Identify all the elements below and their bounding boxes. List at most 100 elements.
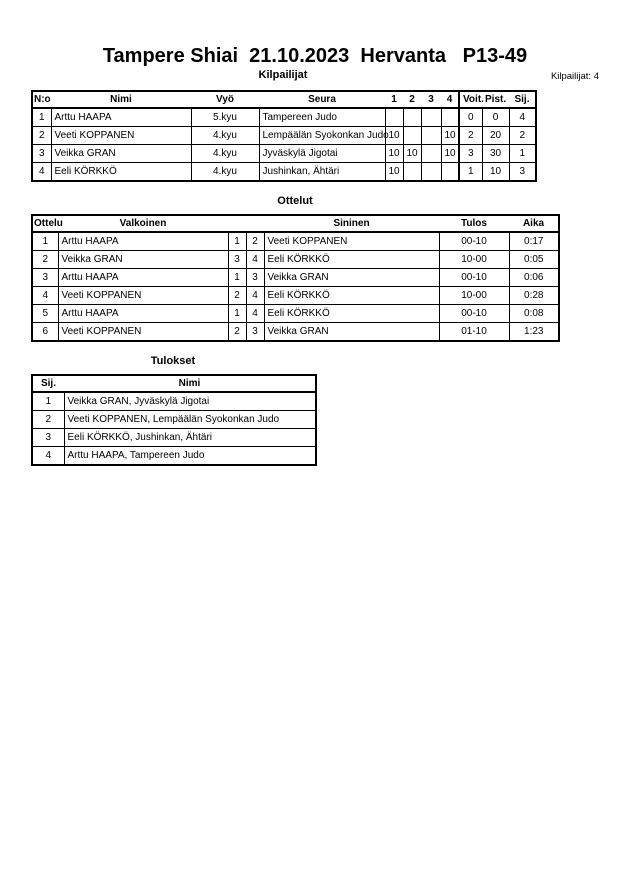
time-cell: 0:05 <box>508 250 560 269</box>
column-header-points: Pist. <box>482 91 509 109</box>
score-2-cell <box>402 107 422 127</box>
white-number-cell: 2 <box>227 286 247 305</box>
wins-cell: 0 <box>458 107 483 127</box>
table-row: 2 Veeti KOPPANEN, Lempäälän Syokonkan Jud… <box>31 410 317 429</box>
table-row: 3 Eeli KÖRKKÖ, Jushinkan, Ähtäri <box>31 428 317 447</box>
blue-number-cell: 4 <box>245 250 265 269</box>
rank-cell: 4 <box>31 446 65 466</box>
score-1-cell <box>384 107 404 127</box>
name-cell: Veikka GRAN <box>50 144 192 163</box>
blue-number-cell: 4 <box>245 304 265 323</box>
blue-number-cell: 3 <box>245 322 265 342</box>
score-4-cell: 10 <box>440 126 460 145</box>
name-cell: Veeti KOPPANEN, Lempäälän Syokonkan Judo <box>63 410 317 429</box>
white-number-cell: 1 <box>227 304 247 323</box>
column-header-rank: Sij. <box>509 91 536 109</box>
score-2-cell: 10 <box>402 144 422 163</box>
time-cell: 0:08 <box>508 304 560 323</box>
results-table: Sij. Nimi 1 Veikka GRAN, Jyväskylä Jigotai 2… <box>31 374 317 466</box>
match-number-cell: 3 <box>31 268 59 287</box>
belt-cell: 4.kyu <box>190 126 260 145</box>
time-cell: 0:28 <box>508 286 560 305</box>
score-4-cell <box>440 107 460 127</box>
competitors-heading: Kilpailijat <box>258 69 308 81</box>
table-row: 1 Arttu HAAPA 5.kyu Tampereen Judo 0 0 4 <box>31 107 537 127</box>
time-cell: 1:23 <box>508 322 560 342</box>
score-2-cell <box>402 126 422 145</box>
blue-number-cell: 2 <box>245 231 265 251</box>
column-header-score-1: 1 <box>385 91 403 109</box>
competitor-count: Kilpailijat: 4 <box>550 71 599 82</box>
name-cell: Eeli KÖRKKÖ <box>50 162 192 182</box>
match-number-cell: 5 <box>31 304 59 323</box>
table-row: 4 Eeli KÖRKKÖ 4.kyu Jushinkan, Ähtäri 10 1 10 3 <box>31 162 537 182</box>
rank-cell: 3 <box>508 162 537 182</box>
match-number-cell: 6 <box>31 322 59 342</box>
match-number-cell: 1 <box>31 231 59 251</box>
score-3-cell <box>420 162 442 182</box>
white-number-cell: 2 <box>227 322 247 342</box>
time-cell: 0:17 <box>508 231 560 251</box>
white-cell: Veeti KOPPANEN <box>57 322 229 342</box>
white-cell: Arttu HAAPA <box>57 231 229 251</box>
white-cell: Arttu HAAPA <box>57 304 229 323</box>
blue-number-cell: 3 <box>245 268 265 287</box>
score-1-cell: 10 <box>384 144 404 163</box>
club-cell: Tampereen Judo <box>258 107 386 127</box>
column-header-score-3: 3 <box>421 91 441 109</box>
rank-cell: 2 <box>31 410 65 429</box>
points-cell: 0 <box>481 107 510 127</box>
number-cell: 3 <box>31 144 52 163</box>
match-number-cell: 2 <box>31 250 59 269</box>
rank-cell: 1 <box>31 391 65 411</box>
table-row: 1 Veikka GRAN, Jyväskylä Jigotai <box>31 391 317 411</box>
rank-cell: 2 <box>508 126 537 145</box>
score-3-cell <box>420 126 442 145</box>
results-heading: Tulokset <box>150 355 196 367</box>
table-row: 2 Veikka GRAN 3 4 Eeli KÖRKKÖ 10-00 0:05 <box>31 250 560 269</box>
name-cell: Veeti KOPPANEN <box>50 126 192 145</box>
column-header-blue-number <box>246 215 264 233</box>
club-cell: Lempäälän Syokonkan Judo <box>258 126 389 145</box>
number-cell: 2 <box>31 126 52 145</box>
time-cell: 0:06 <box>508 268 560 287</box>
table-row: 4 Veeti KOPPANEN 2 4 Eeli KÖRKKÖ 10-00 0:28 <box>31 286 560 305</box>
result-cell: 00-10 <box>438 268 510 287</box>
rank-cell: 4 <box>508 107 537 127</box>
column-header-belt: Vyö <box>191 91 259 109</box>
score-3-cell <box>420 107 442 127</box>
column-header-score-2: 2 <box>403 91 421 109</box>
white-number-cell: 1 <box>227 231 247 251</box>
column-header-score-4: 4 <box>441 91 459 109</box>
competitors-table: N:o Nimi Vyö Seura 1 2 3 4 Voit. Pist. Sij. 1 Arttu … <box>31 90 537 182</box>
blue-cell: Veeti KOPPANEN <box>263 231 440 251</box>
column-header-blue: Sininen <box>264 215 439 233</box>
column-header-wins: Voit. <box>458 91 484 109</box>
score-3-cell <box>420 144 442 163</box>
number-cell: 4 <box>31 162 52 182</box>
blue-cell: Eeli KÖRKKÖ <box>263 250 440 269</box>
number-cell: 1 <box>31 107 52 127</box>
column-header-result: Tulos <box>439 215 509 233</box>
column-header-rank: Sij. <box>32 375 64 393</box>
page-title: Tampere Shiai 21.10.2023 Hervanta P13-49 <box>102 45 528 67</box>
match-number-cell: 4 <box>31 286 59 305</box>
column-header-name: Nimi <box>64 375 316 393</box>
name-cell: Arttu HAAPA, Tampereen Judo <box>63 446 317 466</box>
wins-cell: 1 <box>458 162 483 182</box>
result-cell: 10-00 <box>438 250 510 269</box>
matches-table: Ottelu Valkoinen Sininen Tulos Aika 1 Arttu HA… <box>31 214 560 342</box>
rank-cell: 1 <box>508 144 537 163</box>
table-row: 3 Veikka GRAN 4.kyu Jyväskylä Jigotai 10 10 10… <box>31 144 537 163</box>
name-cell: Eeli KÖRKKÖ, Jushinkan, Ähtäri <box>63 428 317 447</box>
blue-cell: Eeli KÖRKKÖ <box>263 286 440 305</box>
table-row: 3 Arttu HAAPA 1 3 Veikka GRAN 00-10 0:06 <box>31 268 560 287</box>
points-cell: 10 <box>481 162 510 182</box>
white-number-cell: 3 <box>227 250 247 269</box>
column-header-time: Aika <box>509 215 559 233</box>
column-header-club: Seura <box>259 91 385 109</box>
table-row: 6 Veeti KOPPANEN 2 3 Veikka GRAN 01-10 1:23 <box>31 322 560 342</box>
white-cell: Veikka GRAN <box>57 250 229 269</box>
club-cell: Jushinkan, Ähtäri <box>258 162 386 182</box>
result-cell: 00-10 <box>438 304 510 323</box>
